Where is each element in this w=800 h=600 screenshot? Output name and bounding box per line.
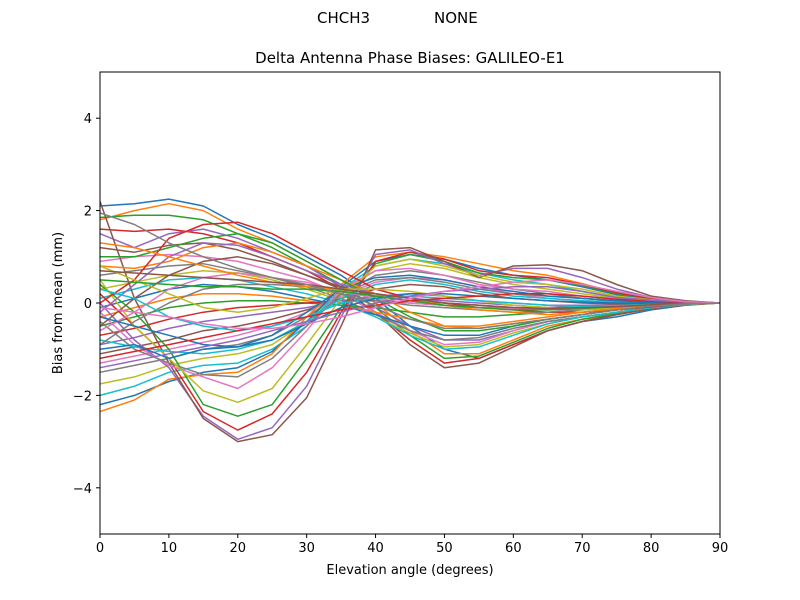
series-line-s30 [99,279,720,355]
x-tick-label: 40 [367,541,384,556]
x-tick-label: 20 [230,541,247,556]
y-axis-label: Bias from mean (mm) [51,232,66,374]
y-tick-label: 2 [84,205,92,220]
series-line-s16 [99,283,720,355]
series-line-s45 [99,286,721,369]
x-tick-label: 30 [298,541,315,556]
series-line-s19 [99,262,721,385]
series-group [99,198,721,443]
y-tick-label: 4 [84,112,92,127]
x-tick-label: 50 [436,541,453,556]
y-tick-label: 0 [84,297,92,312]
y-tick-label: −4 [73,482,92,497]
series-line-s23 [99,253,721,417]
series-line-s48 [99,212,721,330]
series-line-s29 [99,258,721,404]
series-line-s24 [99,251,721,431]
chart-title: Delta Antenna Phase Biases: GALILEO-E1 [255,49,565,67]
x-tick-label: 60 [505,541,522,556]
x-tick-label: 0 [96,541,104,556]
series-line-s31 [99,274,720,360]
series-line-s47 [99,279,721,330]
series-line-s26 [99,201,721,443]
y-axis: −4 −2 0 2 4 [73,112,100,497]
y-tick-label: −2 [73,389,92,404]
station-name: CHCH3 [317,9,371,27]
x-axis-label: Elevation angle (degrees) [326,563,493,578]
x-axis: 0 10 20 30 40 50 60 70 80 90 [96,534,728,556]
x-tick-label: 90 [712,541,729,556]
series-line-s25 [99,249,721,441]
series-line-s41 [99,293,720,348]
x-tick-label: 80 [643,541,660,556]
series-line-s39 [99,265,721,313]
x-tick-label: 70 [574,541,591,556]
x-tick-label: 10 [161,541,178,556]
series-line-s17 [99,276,720,364]
series-line-s44 [99,293,721,360]
radome-name: NONE [434,9,478,27]
